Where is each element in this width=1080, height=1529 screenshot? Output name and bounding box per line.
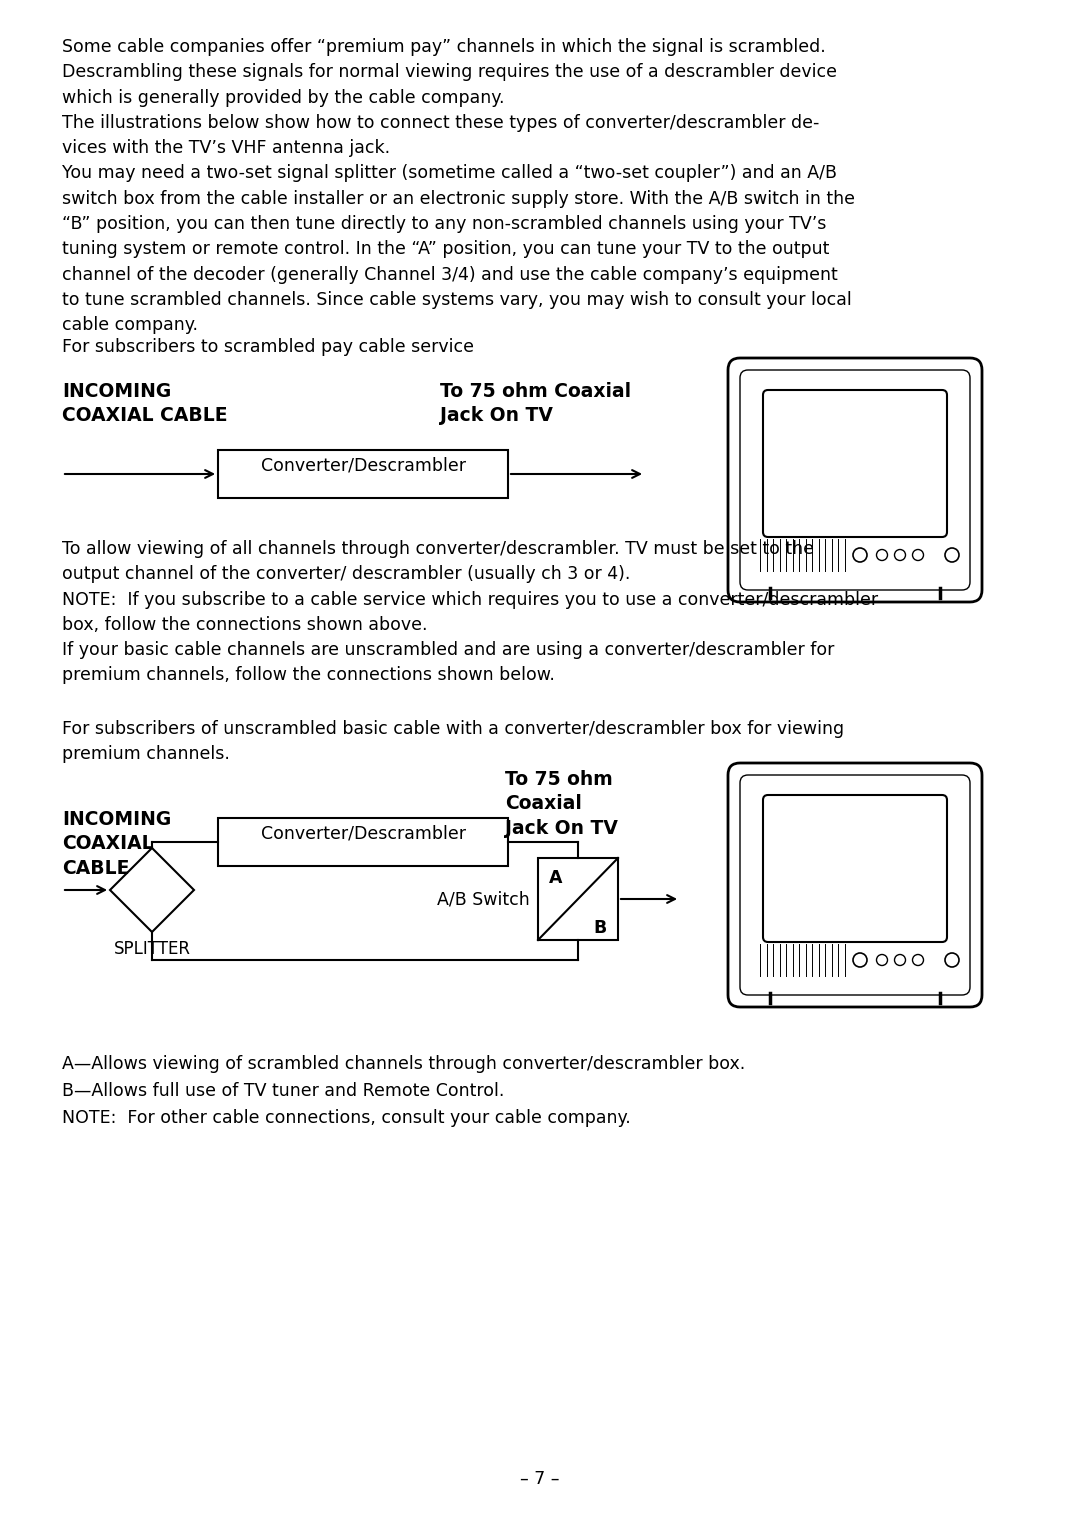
Text: Converter/Descrambler: Converter/Descrambler xyxy=(260,826,465,842)
Text: SPLITTER: SPLITTER xyxy=(113,940,190,959)
FancyBboxPatch shape xyxy=(762,390,947,537)
Text: – 7 –: – 7 – xyxy=(521,1469,559,1488)
Text: B: B xyxy=(593,919,607,937)
Bar xyxy=(218,450,508,498)
FancyBboxPatch shape xyxy=(740,775,970,995)
FancyBboxPatch shape xyxy=(728,763,982,1008)
FancyBboxPatch shape xyxy=(728,358,982,602)
Text: To 75 ohm Coaxial
Jack On TV: To 75 ohm Coaxial Jack On TV xyxy=(440,382,631,425)
Polygon shape xyxy=(110,849,194,933)
Bar xyxy=(218,818,508,865)
Text: To allow viewing of all channels through converter/descrambler. TV must be set t: To allow viewing of all channels through… xyxy=(62,540,878,685)
Text: For subscribers of unscrambled basic cable with a converter/descrambler box for : For subscribers of unscrambled basic cab… xyxy=(62,720,845,763)
FancyBboxPatch shape xyxy=(740,370,970,590)
Text: A/B Switch: A/B Switch xyxy=(437,890,530,908)
Text: Converter/Descrambler: Converter/Descrambler xyxy=(260,457,465,476)
Text: A: A xyxy=(550,868,563,887)
Bar xyxy=(538,858,618,940)
Text: NOTE:  For other cable connections, consult your cable company.: NOTE: For other cable connections, consu… xyxy=(62,1109,631,1127)
Text: B—Allows full use of TV tuner and Remote Control.: B—Allows full use of TV tuner and Remote… xyxy=(62,1083,504,1099)
Text: A—Allows viewing of scrambled channels through converter/descrambler box.: A—Allows viewing of scrambled channels t… xyxy=(62,1055,745,1073)
Text: Some cable companies offer “premium pay” channels in which the signal is scrambl: Some cable companies offer “premium pay”… xyxy=(62,38,855,333)
Text: For subscribers to scrambled pay cable service: For subscribers to scrambled pay cable s… xyxy=(62,338,474,356)
Text: INCOMING
COAXIAL
CABLE: INCOMING COAXIAL CABLE xyxy=(62,810,172,878)
FancyBboxPatch shape xyxy=(762,795,947,942)
Text: To 75 ohm
Coaxial
Jack On TV: To 75 ohm Coaxial Jack On TV xyxy=(505,771,618,838)
Text: INCOMING
COAXIAL CABLE: INCOMING COAXIAL CABLE xyxy=(62,382,228,425)
